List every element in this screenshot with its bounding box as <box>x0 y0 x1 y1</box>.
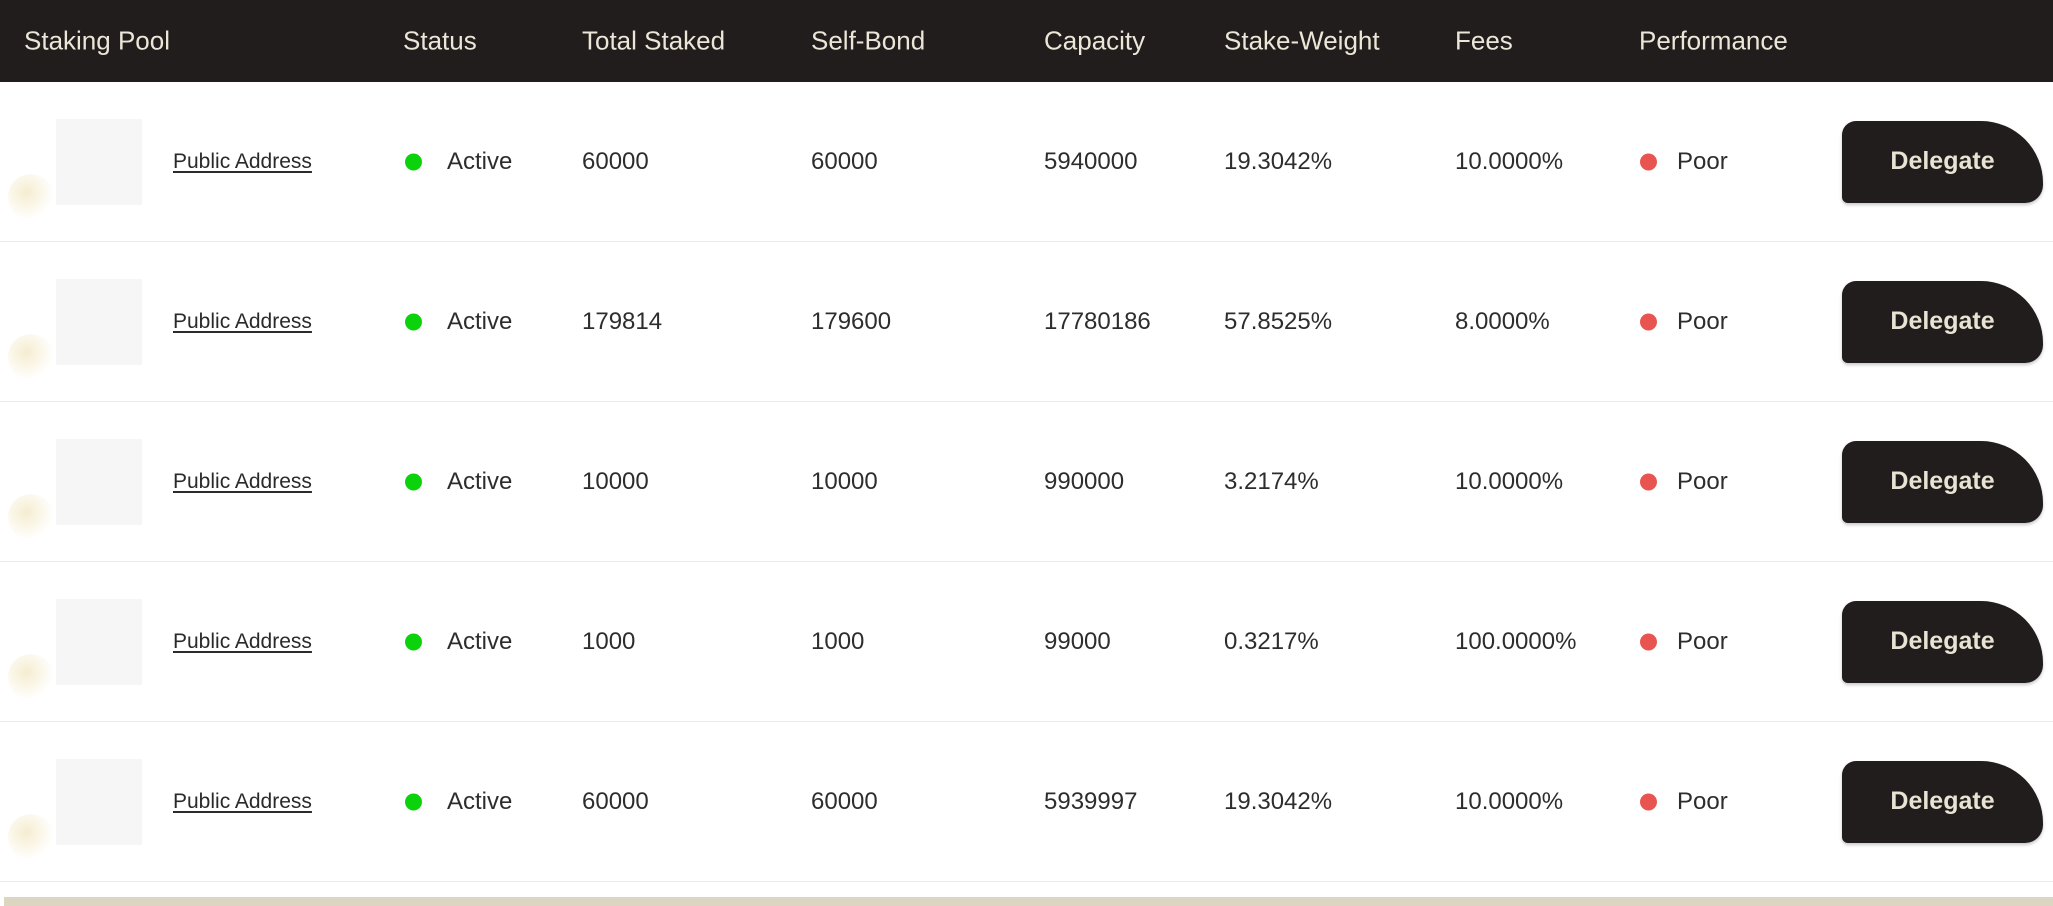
status-active-dot-icon <box>405 153 422 170</box>
column-header-stake-weight: Stake-Weight <box>1224 25 1380 56</box>
table-row: Public Address Active 10000 10000 990000… <box>0 402 2053 562</box>
self-bond-value: 1000 <box>811 627 865 655</box>
stake-weight-value: 19.3042% <box>1224 787 1333 815</box>
column-header-capacity: Capacity <box>1044 25 1146 56</box>
performance-value: Poor <box>1677 627 1728 655</box>
pool-avatar <box>56 438 142 525</box>
table-row: Public Address Active 60000 60000 594000… <box>0 82 2053 242</box>
table-row: Public Address Active 60000 60000 593999… <box>0 722 2053 882</box>
column-header-performance: Performance <box>1639 25 1788 56</box>
performance-value: Poor <box>1677 787 1728 815</box>
column-header-fees: Fees <box>1455 25 1513 56</box>
fees-value: 10.0000% <box>1455 147 1564 175</box>
column-header-self-bond: Self-Bond <box>811 25 926 56</box>
total-staked-value: 1000 <box>582 627 636 655</box>
self-bond-value: 10000 <box>811 467 878 495</box>
self-bond-value: 60000 <box>811 787 878 815</box>
capacity-value: 99000 <box>1044 627 1111 655</box>
status-active-dot-icon <box>405 633 422 650</box>
faded-token-logo-icon <box>8 814 54 861</box>
public-address-link[interactable]: Public Address <box>173 149 312 173</box>
total-staked-value: 60000 <box>582 147 649 175</box>
pool-avatar <box>56 758 142 845</box>
performance-poor-dot-icon <box>1640 793 1657 810</box>
capacity-value: 990000 <box>1044 467 1125 495</box>
status-active-dot-icon <box>405 313 422 330</box>
status-value: Active <box>447 787 513 815</box>
public-address-link[interactable]: Public Address <box>173 789 312 813</box>
public-address-link[interactable]: Public Address <box>173 309 312 333</box>
table-row: Public Address Active 1000 1000 99000 0.… <box>0 562 2053 722</box>
capacity-value: 5940000 <box>1044 147 1138 175</box>
faded-token-logo-icon <box>8 334 54 381</box>
delegate-button[interactable]: Delegate <box>1842 760 2043 843</box>
stake-weight-value: 19.3042% <box>1224 147 1333 175</box>
table-body: Public Address Active 60000 60000 594000… <box>0 82 2053 882</box>
performance-poor-dot-icon <box>1640 153 1657 170</box>
column-header-staking-pool: Staking Pool <box>24 25 170 56</box>
delegate-button[interactable]: Delegate <box>1842 280 2043 363</box>
pool-avatar <box>56 598 142 685</box>
stake-weight-value: 57.8525% <box>1224 307 1333 335</box>
performance-value: Poor <box>1677 307 1728 335</box>
footer-bar <box>4 897 2053 906</box>
public-address-link[interactable]: Public Address <box>173 469 312 493</box>
status-value: Active <box>447 307 513 335</box>
delegate-button[interactable]: Delegate <box>1842 440 2043 523</box>
capacity-value: 17780186 <box>1044 307 1151 335</box>
performance-value: Poor <box>1677 467 1728 495</box>
status-value: Active <box>447 467 513 495</box>
faded-token-logo-icon <box>8 174 54 221</box>
pool-avatar <box>56 118 142 205</box>
delegate-button[interactable]: Delegate <box>1842 120 2043 203</box>
performance-poor-dot-icon <box>1640 313 1657 330</box>
fees-value: 8.0000% <box>1455 307 1550 335</box>
performance-poor-dot-icon <box>1640 633 1657 650</box>
faded-token-logo-icon <box>8 494 54 541</box>
status-active-dot-icon <box>405 473 422 490</box>
status-value: Active <box>447 147 513 175</box>
fees-value: 100.0000% <box>1455 627 1577 655</box>
status-value: Active <box>447 627 513 655</box>
delegate-button[interactable]: Delegate <box>1842 600 2043 683</box>
column-header-total-staked: Total Staked <box>582 25 726 56</box>
faded-token-logo-icon <box>8 654 54 701</box>
public-address-link[interactable]: Public Address <box>173 629 312 653</box>
total-staked-value: 10000 <box>582 467 649 495</box>
self-bond-value: 179600 <box>811 307 892 335</box>
table-row: Public Address Active 179814 179600 1778… <box>0 242 2053 402</box>
fees-value: 10.0000% <box>1455 467 1564 495</box>
performance-poor-dot-icon <box>1640 473 1657 490</box>
column-header-status: Status <box>403 25 477 56</box>
self-bond-value: 60000 <box>811 147 878 175</box>
status-active-dot-icon <box>405 793 422 810</box>
total-staked-value: 179814 <box>582 307 663 335</box>
performance-value: Poor <box>1677 147 1728 175</box>
fees-value: 10.0000% <box>1455 787 1564 815</box>
total-staked-value: 60000 <box>582 787 649 815</box>
table-header: Staking Pool Status Total Staked Self-Bo… <box>0 0 2053 82</box>
pool-avatar <box>56 278 142 365</box>
stake-weight-value: 3.2174% <box>1224 467 1319 495</box>
stake-weight-value: 0.3217% <box>1224 627 1319 655</box>
capacity-value: 5939997 <box>1044 787 1138 815</box>
